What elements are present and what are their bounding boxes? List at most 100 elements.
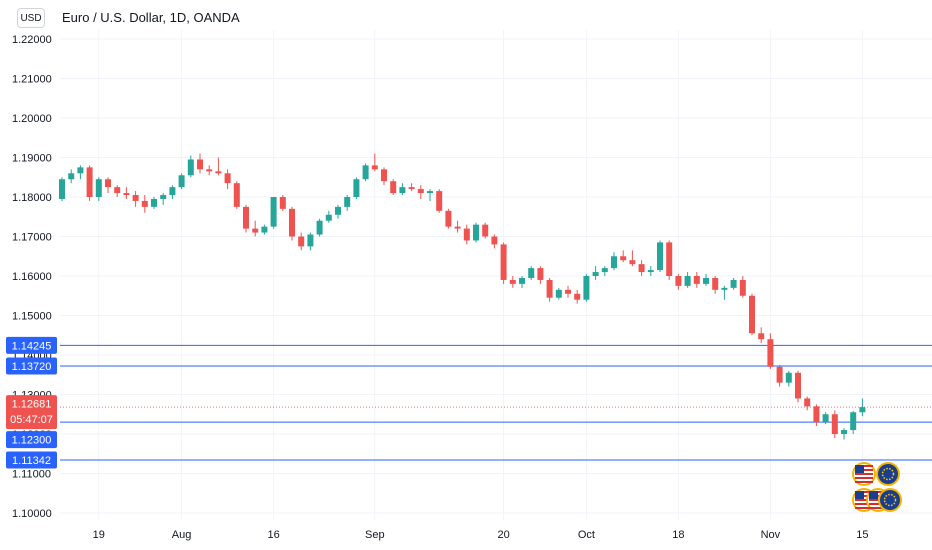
y-tick-label: 1.16000 [12,271,52,283]
candle [666,240,673,280]
candle-body [381,169,387,182]
candle-body [325,214,332,221]
candle-body [601,268,608,273]
candle-body [546,279,553,298]
horizontal-levels[interactable] [60,344,932,461]
flag-stripe [855,503,873,505]
candle [859,398,866,417]
candle-body [574,293,581,300]
x-tick-label: Sep [365,529,385,541]
badge-price-label: 1.11342 [12,455,51,467]
candle-body [141,200,148,207]
candle [427,189,433,201]
candle [822,412,829,425]
grid-lines [60,30,932,520]
candle-body [528,268,535,278]
candle-body [850,412,857,431]
candle-body [638,264,645,273]
candle-body [647,270,654,273]
candle-body [565,289,571,294]
candle-body [620,256,627,261]
candle [528,266,535,280]
candle-body [169,187,176,196]
badge-price-label: 1.14245 [12,340,52,352]
candle-body [408,187,415,190]
candle [795,370,801,403]
candle-body [491,236,498,245]
candle [252,220,259,237]
candle-body [675,276,682,286]
candle-body [298,236,305,247]
candle-body [197,159,203,170]
candle [555,287,562,300]
candle [243,204,249,233]
y-tick-label: 1.21000 [12,74,52,86]
event-flags[interactable] [852,462,902,512]
candle-body [831,414,838,434]
y-tick-label: 1.15000 [12,311,52,323]
candle-body [270,197,277,227]
candle-body [537,268,544,280]
candle [381,167,387,186]
candle-body [316,220,323,235]
y-tick-label: 1.20000 [12,113,52,125]
candle-body [730,279,737,288]
candle-body [206,169,213,172]
candle-body [749,295,755,334]
candle-body [841,430,847,434]
candle [519,276,525,288]
candle [785,370,792,387]
x-axis: 19Aug16Sep20Oct18Nov15Dec [93,529,869,541]
candle-body [344,197,351,207]
y-tick-label: 1.19000 [12,153,52,165]
flag-canton [855,465,864,473]
candle-body [454,226,461,229]
candle [95,177,102,201]
candle [592,266,599,280]
candle [261,224,268,235]
candle [390,179,397,196]
candle-body [463,228,470,241]
candle-body [583,276,590,300]
candle [77,165,84,180]
candle [583,274,590,302]
candle [224,169,231,190]
candle-body [289,208,295,237]
badge-price-label: 1.13720 [12,361,52,373]
candle [703,274,709,286]
candle [546,277,553,302]
candle [482,222,489,239]
candle [831,410,838,438]
candle [473,222,479,243]
badge-bg [6,357,57,375]
candle [151,197,157,209]
candle-body [353,179,360,197]
currency-button[interactable]: USD [17,8,45,28]
candle-body [592,272,599,276]
level-price-badge: 1.11342 [6,451,57,469]
candle [187,155,194,178]
candle-body [307,234,314,247]
y-tick-label: 1.18000 [12,192,52,204]
candle [730,277,737,290]
flag-stars [881,467,895,481]
candle [675,274,682,290]
candle [335,204,341,219]
candle-body [362,165,369,180]
candle-body [500,244,507,280]
level-price-badge: 1.13720 [6,357,57,375]
candle [749,293,755,336]
candle-body [445,210,452,227]
candle [279,195,286,211]
candle-body [68,173,75,180]
candle [325,210,332,223]
y-tick-label: 1.10000 [12,508,52,520]
candle [408,183,415,192]
candle [537,266,544,284]
candle [362,163,369,182]
flag-stripe [869,507,887,509]
candle-body [59,179,65,199]
candle [307,232,314,251]
candle [132,191,139,207]
